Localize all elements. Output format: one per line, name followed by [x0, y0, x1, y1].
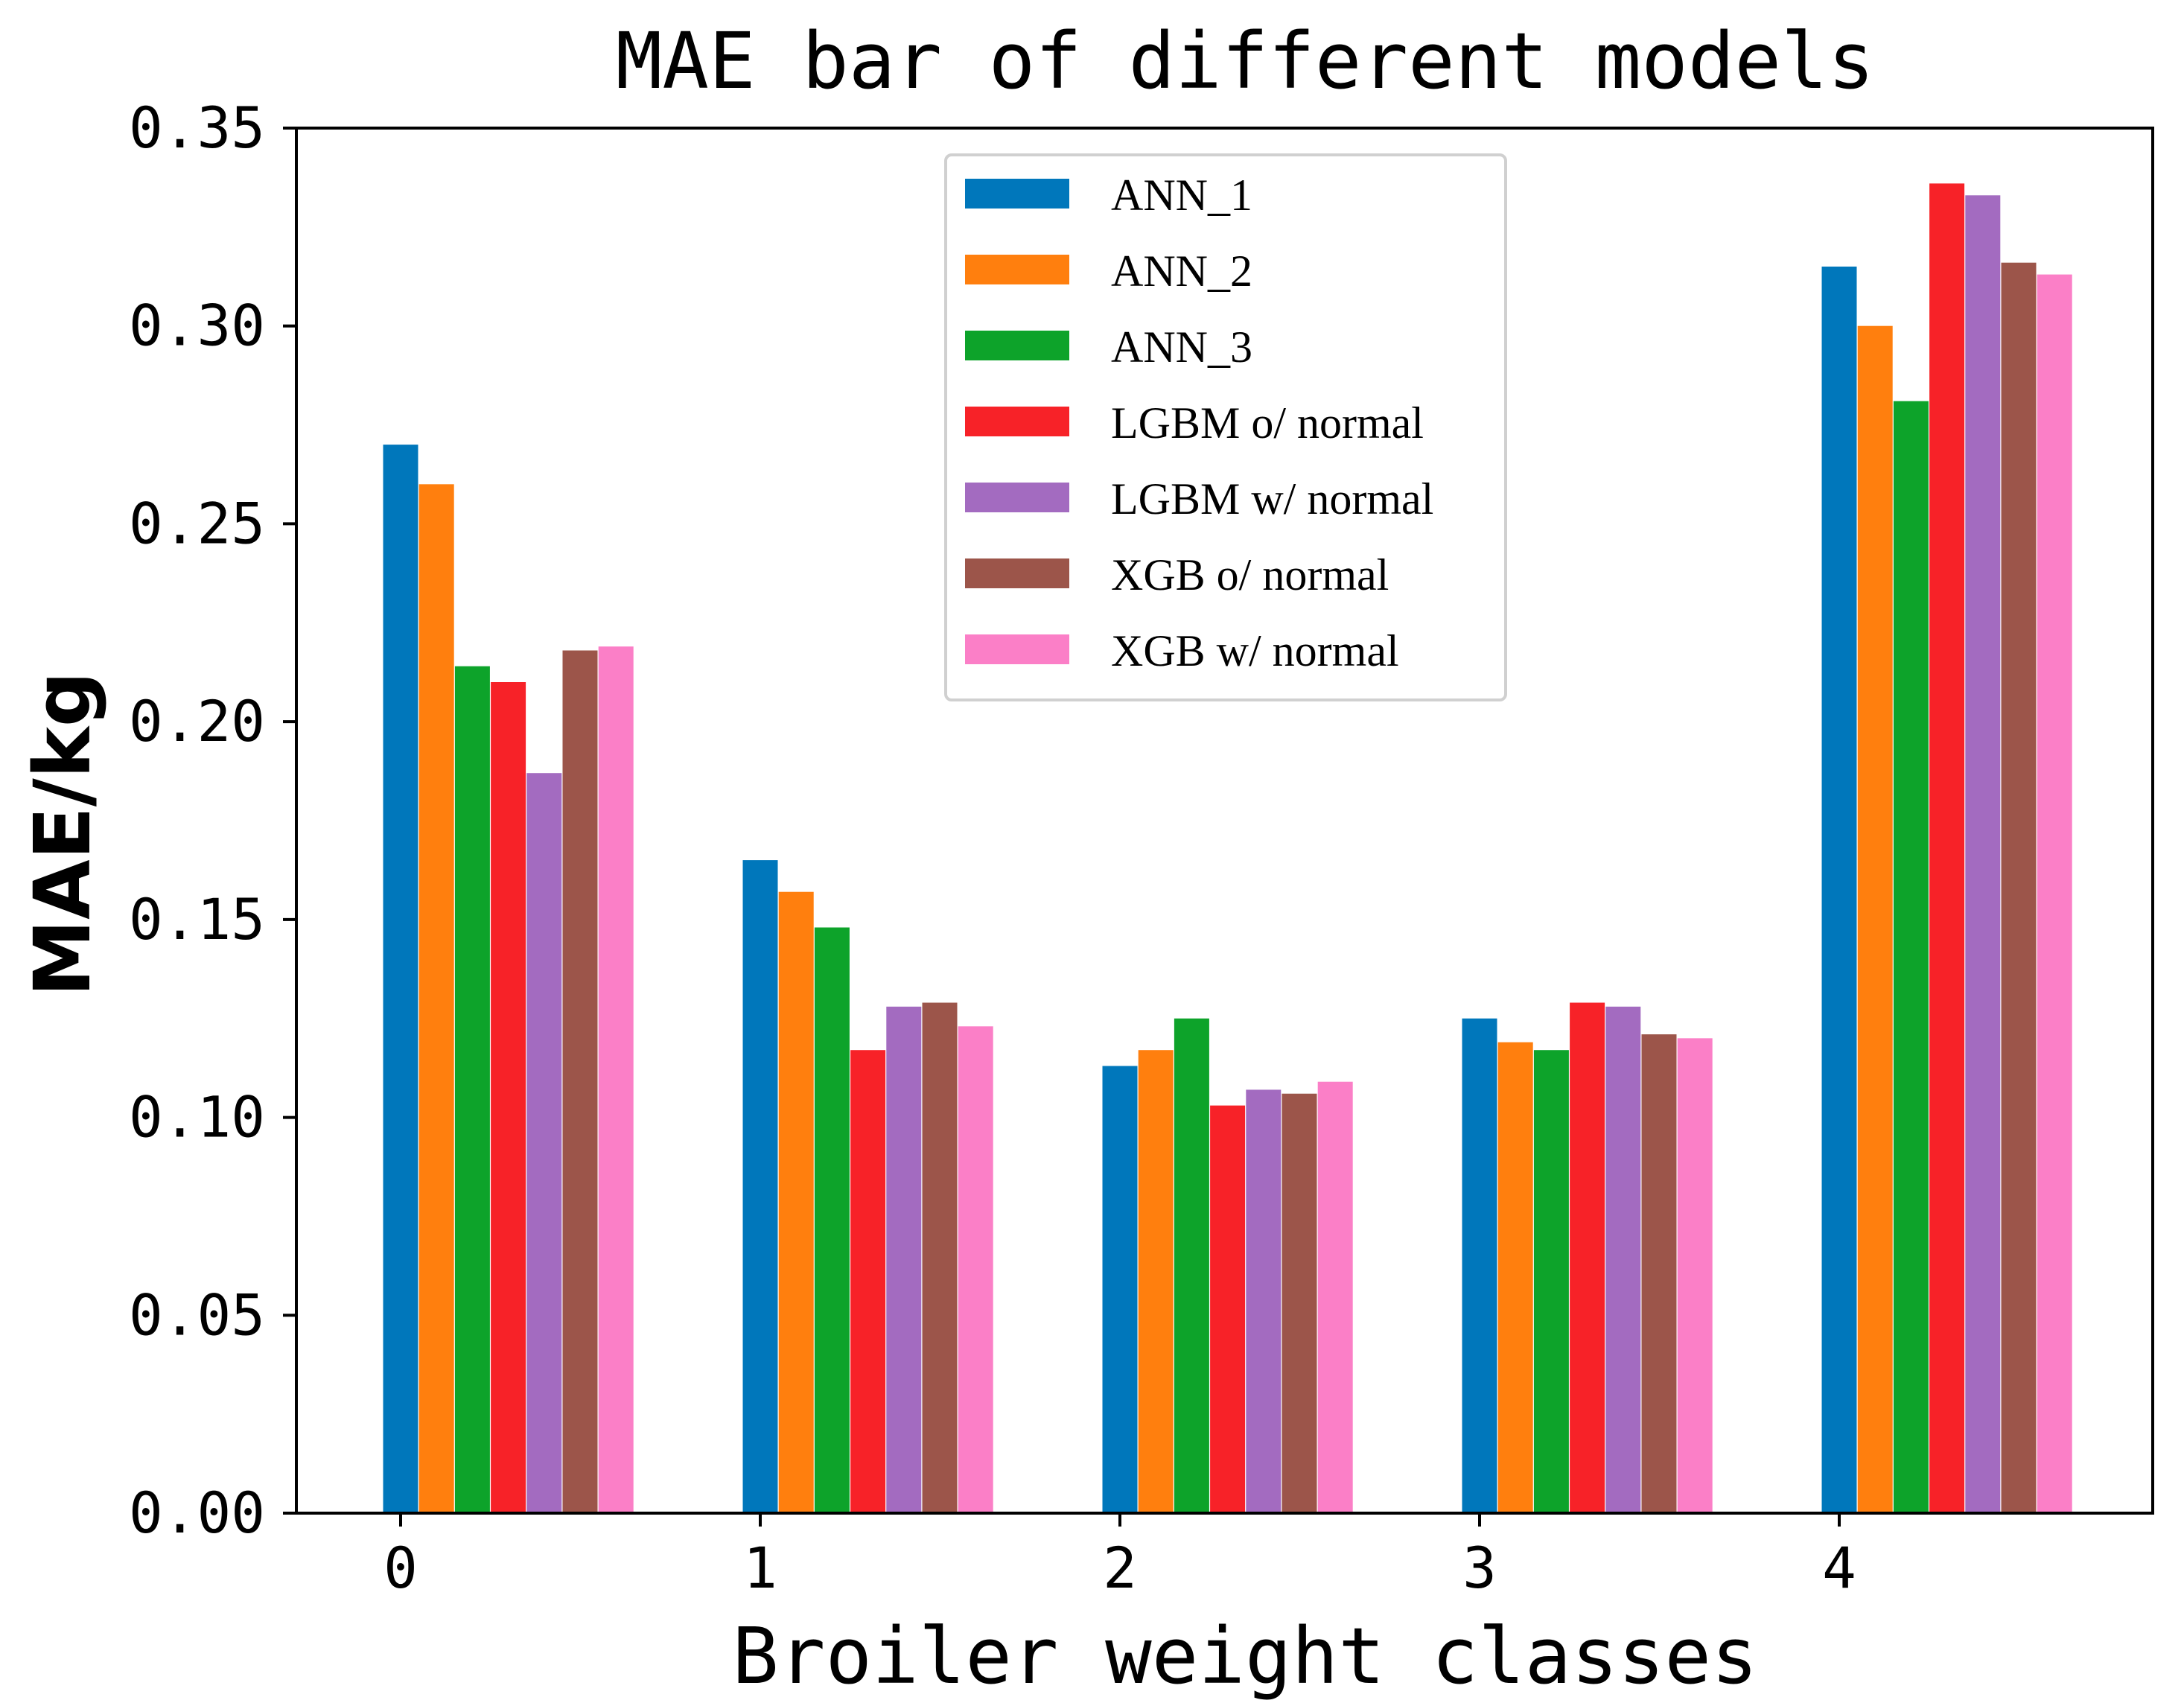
bar — [1317, 1081, 1353, 1513]
bar — [1821, 267, 1857, 1513]
bar — [1929, 183, 1965, 1513]
bar — [1174, 1018, 1209, 1513]
y-tick-label: 0.10 — [129, 1084, 265, 1150]
series-ann-1 — [383, 267, 1857, 1513]
bar — [1570, 1002, 1605, 1513]
bar — [1102, 1066, 1138, 1513]
y-tick-label: 0.05 — [129, 1282, 265, 1348]
legend-swatch — [965, 331, 1069, 360]
y-tick-label: 0.15 — [129, 886, 265, 952]
series-ann-3 — [454, 401, 1929, 1514]
y-tick-label: 0.30 — [129, 293, 265, 359]
legend-label: XGB w/ normal — [1111, 626, 1399, 675]
bar — [598, 646, 634, 1514]
bar — [886, 1006, 922, 1513]
legend-label: ANN_2 — [1111, 246, 1252, 296]
x-axis: 0 1 2 3 4 — [383, 1513, 1856, 1601]
series-lgbm-o-normal — [491, 183, 1965, 1513]
bar — [383, 445, 418, 1513]
bar — [1138, 1050, 1174, 1513]
y-tick-label: 0.00 — [129, 1480, 265, 1546]
legend-swatch — [965, 407, 1069, 436]
x-tick-label: 1 — [743, 1535, 777, 1601]
bar — [2037, 274, 2072, 1514]
bar — [1965, 195, 2001, 1513]
bar — [2001, 262, 2037, 1514]
bar — [1677, 1038, 1713, 1513]
x-axis-label: Broiler weight classes — [732, 1611, 1758, 1702]
bar — [454, 666, 490, 1514]
x-tick-label: 3 — [1462, 1535, 1497, 1601]
legend-label: LGBM o/ normal — [1111, 398, 1424, 448]
bar — [562, 650, 598, 1513]
legend-swatch — [965, 483, 1069, 512]
legend-label: XGB o/ normal — [1111, 550, 1389, 599]
plot-area-frame — [295, 127, 2154, 1515]
bar — [958, 1026, 993, 1513]
bar — [850, 1050, 886, 1513]
series-ann-2 — [418, 325, 1893, 1514]
bars-layer — [383, 183, 2072, 1514]
bar — [491, 682, 526, 1513]
y-tick-label: 0.35 — [129, 95, 265, 161]
legend-swatch — [965, 179, 1069, 209]
bar — [1462, 1018, 1497, 1513]
bar — [1641, 1034, 1677, 1513]
series-xgb-w-normal — [598, 274, 2072, 1514]
series-lgbm-w-normal — [526, 195, 2001, 1513]
series-xgb-o-normal — [562, 262, 2037, 1514]
bar — [1605, 1006, 1641, 1513]
bar — [742, 860, 778, 1513]
bar — [1857, 325, 1893, 1514]
legend: ANN_1 ANN_2 ANN_3 LGBM o/ normal LGBM w/ nor… — [944, 153, 1507, 701]
chart-title: MAE bar of different models — [616, 16, 1875, 106]
bar — [778, 891, 814, 1513]
legend-swatch — [965, 558, 1069, 588]
bar — [526, 773, 562, 1513]
x-tick-label: 2 — [1103, 1535, 1137, 1601]
bar — [1246, 1089, 1282, 1513]
bar — [922, 1002, 958, 1513]
bar — [814, 927, 850, 1513]
bar — [1893, 401, 1929, 1514]
bar — [1497, 1042, 1533, 1513]
legend-label: ANN_1 — [1111, 171, 1252, 220]
y-axis-label: MAE/kg — [17, 672, 108, 997]
y-axis: 0.00 0.05 0.10 0.15 0.20 0.25 0.30 0.35 — [129, 95, 296, 1546]
bar — [1282, 1093, 1317, 1513]
x-tick-label: 0 — [383, 1535, 418, 1601]
bar — [1533, 1050, 1569, 1513]
legend-box — [944, 153, 1507, 701]
x-tick-label: 4 — [1822, 1535, 1856, 1601]
y-tick-label: 0.20 — [129, 688, 265, 754]
bar — [418, 484, 454, 1513]
bar — [1210, 1105, 1246, 1513]
legend-swatch — [965, 634, 1069, 664]
y-tick-label: 0.25 — [129, 490, 265, 556]
legend-label: ANN_3 — [1111, 322, 1252, 372]
legend-label: LGBM w/ normal — [1111, 474, 1433, 523]
legend-swatch — [965, 255, 1069, 284]
